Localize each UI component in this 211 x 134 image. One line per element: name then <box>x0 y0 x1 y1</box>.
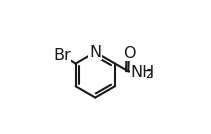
Text: Br: Br <box>53 48 71 63</box>
Text: 2: 2 <box>145 68 153 81</box>
Text: O: O <box>123 46 136 61</box>
Text: NH: NH <box>131 65 155 80</box>
Text: N: N <box>89 45 101 60</box>
